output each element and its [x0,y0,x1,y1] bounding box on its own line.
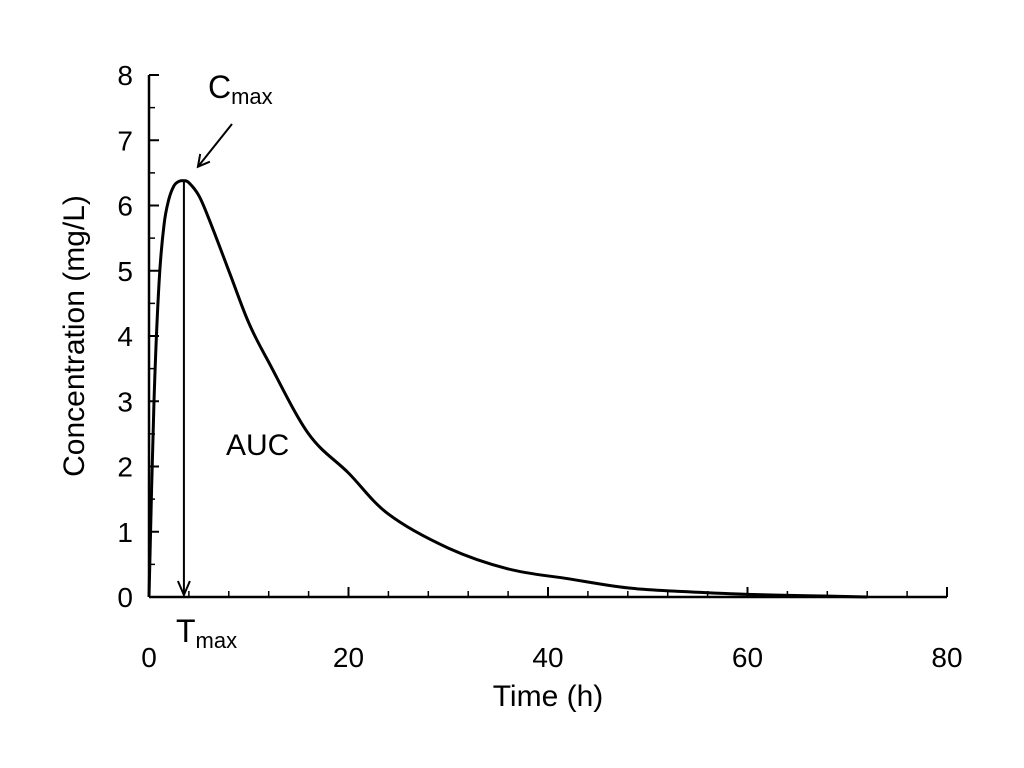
x-axis-ticks: 0 20 40 60 80 [141,587,963,673]
cmax-annotation-main: C [208,69,231,105]
y-tick-label-6: 6 [117,191,133,222]
concentration-curve [147,179,868,599]
x-tick-label-20: 20 [333,642,364,673]
y-tick-label-1: 1 [117,517,133,548]
y-axis-ticks: 0 1 2 3 4 5 6 7 8 [117,60,159,613]
y-tick-label-4: 4 [117,321,133,352]
x-tick-label-40: 40 [532,642,563,673]
y-tick-label-7: 7 [117,125,133,156]
y-tick-label-8: 8 [117,60,133,91]
tmax-annotation-main: T [176,613,196,649]
tmax-annotation-sub: max [196,628,238,653]
auc-annotation: AUC [226,429,289,462]
y-axis-label: Concentration (mg/L) [58,195,91,477]
y-tick-label-0: 0 [117,582,133,613]
cmax-arrow-line [197,123,233,168]
tmax-annotation: Tmax [176,613,237,653]
x-axis-label: Time (h) [493,680,604,713]
x-tick-label-60: 60 [732,642,763,673]
x-tick-label-0: 0 [141,642,157,673]
y-tick-label-2: 2 [117,452,133,483]
y-tick-label-5: 5 [117,256,133,287]
y-tick-label-3: 3 [117,386,133,417]
cmax-annotation: Cmax [208,69,273,109]
cmax-arrow-head [196,153,211,169]
x-tick-label-80: 80 [931,642,962,673]
cmax-annotation-sub: max [231,84,273,109]
axes [147,75,947,599]
tmax-arrow-head [176,580,191,598]
